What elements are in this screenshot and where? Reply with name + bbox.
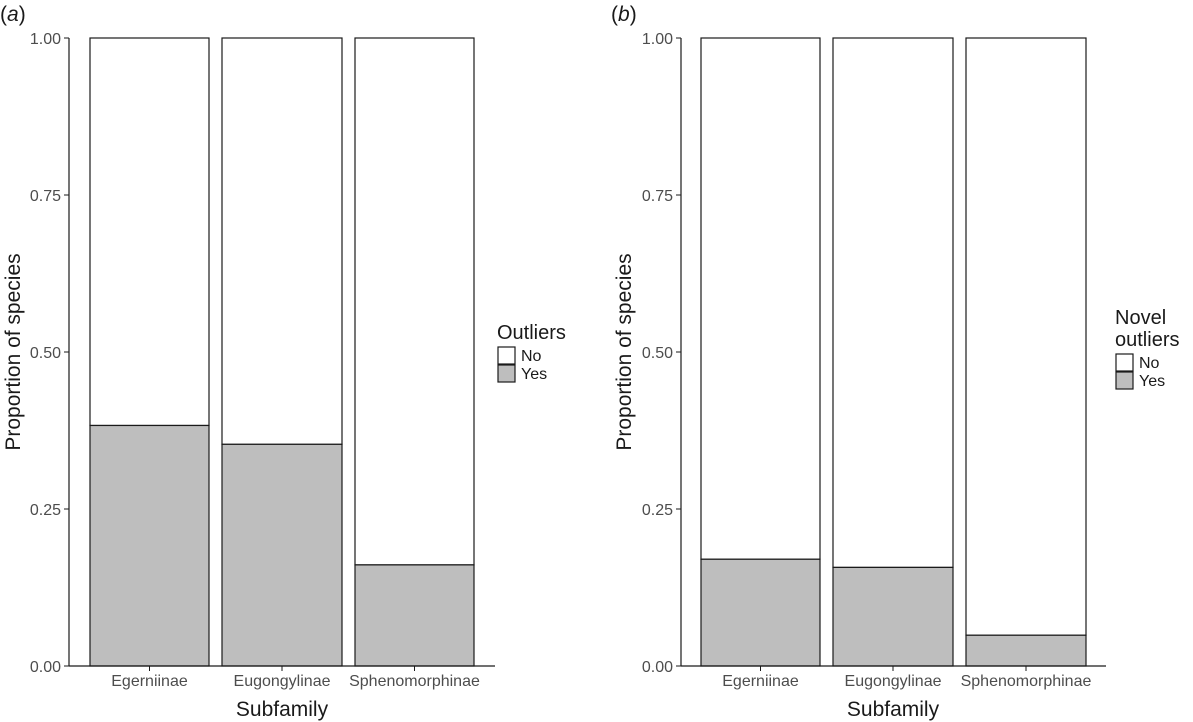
y-tick-label: 0.75 [642, 188, 673, 205]
y-tick-label: 0.25 [642, 502, 673, 519]
legend-swatch-no [1115, 353, 1134, 372]
bar-yes-sphenomorphinae [965, 634, 1087, 667]
y-tick-label: 1.00 [30, 31, 61, 48]
plot-area-a: Egerniinae Eugongylinae Sphenomorphinae 0.0… [30, 31, 495, 690]
legend-title: Novel [1115, 307, 1166, 329]
plot-area-b: Egerniinae Eugongylinae Sphenomorphinae 0.0… [642, 31, 1106, 690]
x-tick-label: Egerniinae [722, 673, 799, 690]
legend-swatch-no [497, 346, 516, 365]
panel-a-tag: (a) [0, 3, 26, 26]
legend-title: Outliers [497, 322, 566, 344]
bar-no-egerniinae [89, 37, 210, 427]
panel-a: (a) Egerniinae Eugongylinae Sphenomorphina… [0, 3, 566, 721]
bar-no-sphenomorphinae [965, 37, 1087, 636]
bar-no-sphenomorphinae [354, 37, 475, 566]
x-axis-title-a: Subfamily [236, 698, 329, 721]
y-tick-label: 0.75 [30, 188, 61, 205]
x-tick-label: Egerniinae [111, 673, 188, 690]
y-axis-title-b: Proportion of species [613, 253, 636, 450]
legend-label-yes: Yes [1139, 373, 1165, 390]
y-tick-label: 0.25 [30, 502, 61, 519]
panel-b-tag: (b) [611, 3, 637, 26]
bar-yes-sphenomorphinae [354, 564, 475, 667]
x-tick-label: Sphenomorphinae [961, 673, 1092, 690]
bar-yes-egerniinae [89, 424, 210, 667]
legend-label-yes: Yes [521, 366, 547, 383]
legend-swatch-yes [1115, 371, 1134, 390]
bar-yes-eugongylinae [221, 443, 343, 667]
bar-no-eugongylinae [832, 37, 954, 569]
legend-swatch-yes [497, 364, 516, 383]
x-tick-label: Sphenomorphinae [349, 673, 480, 690]
legend-label-no: No [1139, 355, 1160, 372]
y-tick-label: 0.00 [642, 659, 673, 676]
x-axis-title-b: Subfamily [847, 698, 940, 721]
bar-no-eugongylinae [221, 37, 343, 445]
y-tick-label: 0.00 [30, 659, 61, 676]
y-tick-label: 1.00 [642, 31, 673, 48]
bar-no-egerniinae [700, 37, 821, 560]
x-tick-label: Eugongylinae [234, 673, 331, 690]
legend-label-no: No [521, 348, 542, 365]
panel-b: (b) Egerniinae Eugongylinae Sphenomorphina… [611, 3, 1179, 721]
legend-title: outliers [1115, 329, 1179, 351]
y-tick-label: 0.50 [30, 345, 61, 362]
x-tick-label: Eugongylinae [845, 673, 942, 690]
bar-yes-eugongylinae [832, 566, 954, 667]
bar-yes-egerniinae [700, 558, 821, 667]
y-axis-title-a: Proportion of species [2, 253, 25, 450]
y-tick-label: 0.50 [642, 345, 673, 362]
